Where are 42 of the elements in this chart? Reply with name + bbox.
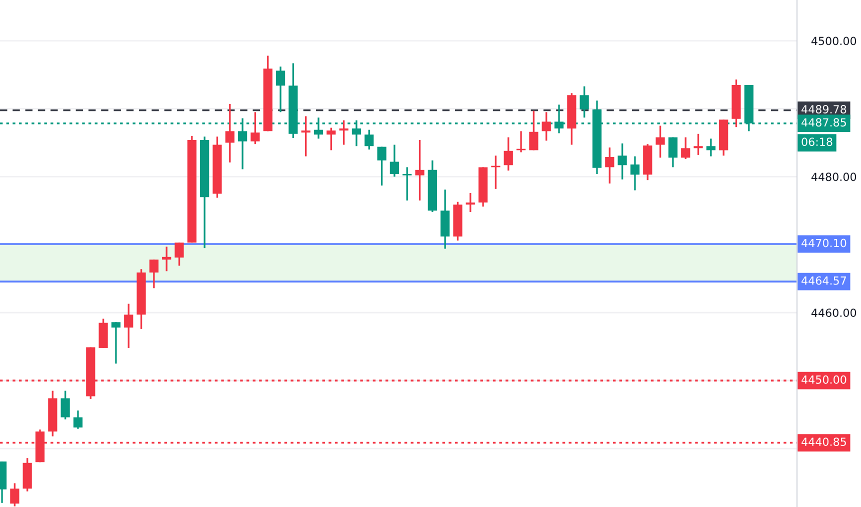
candlestick — [681, 136, 690, 160]
candlestick — [364, 128, 374, 150]
candlestick — [605, 146, 614, 184]
candlestick — [326, 126, 336, 152]
candlestick — [390, 144, 400, 178]
candlestick — [630, 155, 640, 192]
y-tick-label: 4460.00 — [811, 308, 856, 318]
ref-line-label: 4470.10 — [802, 238, 846, 248]
y-tick-label: 4500.00 — [811, 36, 856, 46]
candlestick — [504, 136, 513, 172]
ref-line-label: 4450.00 — [802, 375, 846, 384]
candlestick — [111, 321, 121, 364]
y-tick-label: 4480.00 — [811, 172, 856, 182]
candlestick — [694, 133, 703, 156]
candlestick — [124, 302, 134, 349]
ref-line-label: 4487.85 — [802, 118, 846, 127]
candlestick — [618, 142, 627, 180]
candlestick — [415, 139, 424, 202]
candlestick — [339, 119, 348, 146]
candlestick — [276, 66, 286, 113]
candlestick — [301, 115, 310, 158]
candlestick — [466, 192, 475, 213]
candlestick — [656, 124, 665, 159]
candlestick — [250, 111, 260, 145]
candlestick — [60, 390, 70, 420]
candlestick — [174, 242, 184, 267]
candlestick — [225, 103, 234, 164]
ref-line-label: 4489.78 — [802, 105, 846, 114]
candlestick — [580, 85, 589, 118]
ref-line-label: 4464.57 — [802, 276, 846, 285]
ref-line-label: 4440.85 — [802, 438, 846, 446]
candlestick — [668, 136, 678, 168]
candlestick — [10, 482, 20, 507]
text: 06:18 — [802, 138, 832, 146]
candlestick — [73, 410, 83, 430]
candlestick — [529, 110, 538, 152]
candlestick — [542, 111, 551, 142]
candlestick — [162, 246, 172, 272]
candlestick — [149, 258, 158, 289]
candlestick — [377, 146, 386, 186]
candlestick — [402, 166, 412, 202]
candlestick — [706, 138, 716, 158]
